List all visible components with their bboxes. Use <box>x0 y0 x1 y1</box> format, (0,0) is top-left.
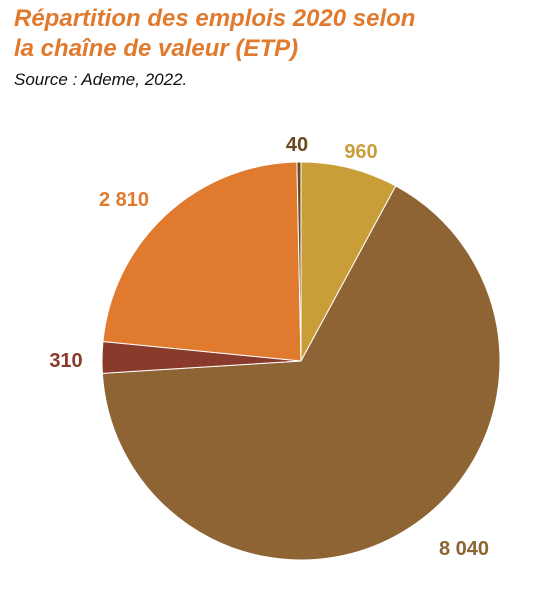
pie-labels: 960 8 040 310 2 810 40 <box>49 134 489 560</box>
chart-title-line1: Répartition des emplois 2020 selon <box>14 5 416 32</box>
pie-slice-1 <box>101 185 501 561</box>
chart-title: Répartition des emplois 2020 selon la ch… <box>14 4 534 64</box>
chart-title-line2: la chaîne de valeur (ETP) <box>14 35 299 62</box>
pie-slice-3 <box>102 161 302 362</box>
slice-label-1: 8 040 <box>439 538 489 560</box>
pie-slice-4 <box>296 161 302 362</box>
slice-label-4: 40 <box>286 134 308 156</box>
chart-source: Source : Ademe, 2022. <box>14 70 188 89</box>
pie-slice-0 <box>300 161 397 362</box>
slice-label-0: 960 <box>344 141 377 163</box>
slice-label-2: 310 <box>49 350 82 372</box>
slice-label-3: 2 810 <box>99 189 149 211</box>
pie-slices <box>101 161 501 561</box>
